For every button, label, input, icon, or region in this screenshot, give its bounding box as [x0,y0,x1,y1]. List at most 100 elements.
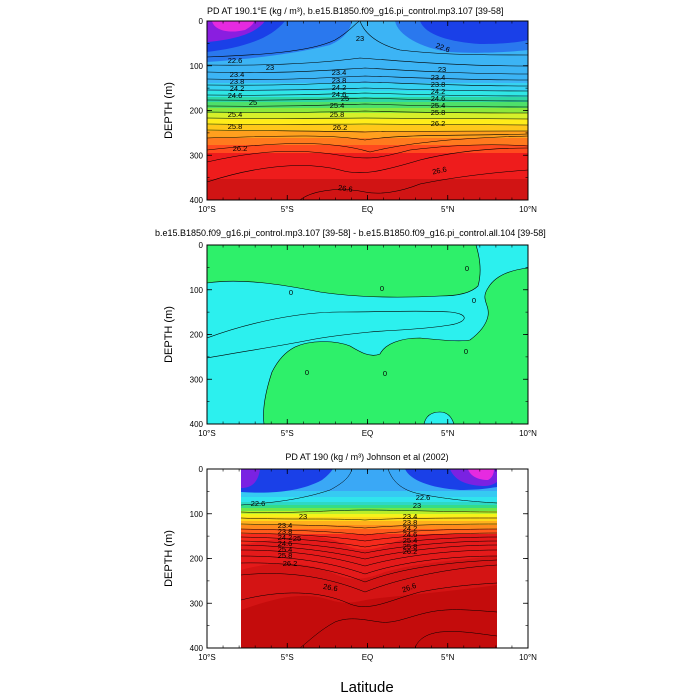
panel-3-contour-label: 22.6 [251,499,266,508]
panel-2-contour-label: 0 [472,296,476,305]
panel-2-field: 0 0 0 0 0 0 0 [207,245,528,424]
panel-1-contour-label: 24.2 [431,87,446,96]
y-axis-label: DEPTH (m) [163,530,175,587]
panel-2-contour-label: 0 [383,369,387,378]
panel-1-contour-label: 23 [356,34,364,43]
x-axis-label: Latitude [340,679,393,696]
panel-3-observed-density: PD AT 190 (kg / m³) Johnson et al (2002) [206,452,529,649]
panel-3-contour-label: 24.2 [403,524,418,533]
panel-3-contour-label: 23.8 [278,527,293,536]
panel-2-contour-label: 0 [465,264,469,273]
y-axis-label: DEPTH (m) [163,82,175,139]
y-tick-label: 0 [199,465,204,474]
panel-3-contour-label: 23.4 [278,521,293,530]
panel-3-contour-labels: 22.6 23 22.6 23 23.4 23.8 24.2 24.6 25 2… [251,493,431,594]
panel-1-contour-label: 22.6 [228,56,243,65]
panel-1-contour-label: 23 [438,65,446,74]
y-tick-label: 400 [190,644,204,653]
panel-2-title: b.e15.B1850.f09_g16.pi_control.mp3.107 [… [155,228,546,238]
x-tick-label: EQ [362,205,374,214]
x-tick-label: 10°N [519,653,537,662]
panel-1-contour-label: 25.8 [228,122,243,131]
x-tick-label: 10°S [198,429,215,438]
y-tick-label: 200 [190,555,204,564]
y-tick-label: 100 [190,510,204,519]
panel-3-contour-label: 25.4 [403,536,418,545]
y-tick-label: 0 [199,17,204,26]
panel-1-contour-label: 24.6 [431,94,446,103]
x-tick-label: 10°N [519,429,537,438]
panel-3-contour-label: 25 [293,534,301,543]
x-tick-label: 10°N [519,205,537,214]
panel-3-contour-label: 25.8 [403,542,418,551]
y-tick-label: 300 [190,599,204,608]
panel-1-contour-label: 23 [266,63,274,72]
panel-1-contour-label: 26.6 [337,183,353,194]
panel-1-field: 22.6 23 23 22.6 23 23.4 23.8 24.2 24.6 2… [207,21,528,200]
panel-2-contour-label: 0 [305,368,309,377]
y-tick-label: 400 [190,420,204,429]
panel-2-contour-label: 0 [464,347,468,356]
y-tick-label: 100 [190,62,204,71]
panel-1-contour-label: 25 [341,94,349,103]
panel-1-contour-label: 23.8 [332,76,347,85]
panel-1-contour-label: 25.4 [330,101,345,110]
y-tick-label: 200 [190,331,204,340]
panel-3-contour-label: 23.4 [403,512,418,521]
x-tick-label: 5°S [281,205,294,214]
panel-1-contour-label: 25.4 [431,101,446,110]
panel-1-contour-label: 26.2 [233,144,248,153]
y-tick-label: 0 [199,241,204,250]
panel-3-contour-label: 24.6 [278,539,293,548]
panel-1-contour-label: 23.4 [230,70,245,79]
panel-1-title: PD AT 190.1°E (kg / m³), b.e15.B1850.f09… [207,6,503,16]
x-tick-label: 5°N [441,205,455,214]
panel-1-contour-labels: 22.6 23 23 22.6 23 23.4 23.8 24.2 24.6 2… [228,34,452,194]
panel-3-field: 22.6 23 22.6 23 23.4 23.8 24.2 24.6 25 2… [241,469,497,648]
x-tick-label: EQ [362,429,374,438]
y-tick-label: 300 [190,151,204,160]
panel-3-contour-label: 24.2 [278,533,293,542]
x-tick-label: 5°N [441,653,455,662]
x-tick-label: 5°N [441,429,455,438]
y-axis-label: DEPTH (m) [163,306,175,363]
x-tick-label: 10°S [198,205,215,214]
panel-3-contour-label: 25.8 [278,551,293,560]
panel-1-contour-label: 24.2 [230,84,245,93]
panel-2-contour-label: 0 [289,288,293,297]
panel-1-contour-label: 23.8 [431,80,446,89]
y-tick-label: 400 [190,196,204,205]
panel-3-contour-label: 26.2 [403,547,418,556]
panel-3-title: PD AT 190 (kg / m³) Johnson et al (2002) [285,452,448,462]
panel-3-contour-label: 24.6 [403,530,418,539]
panel-1-contour-label: 26.2 [333,123,348,132]
panel-3-contour-label: 26.2 [283,559,298,568]
x-tick-label: 5°S [281,653,294,662]
y-tick-label: 200 [190,107,204,116]
x-tick-label: 10°S [198,653,215,662]
panel-1-contour-label: 23.4 [332,68,347,77]
panel-1-model-density: PD AT 190.1°E (kg / m³), b.e15.B1850.f09… [206,6,529,201]
panel-1-contour-label: 23.4 [431,73,446,82]
panel-1-contour-label: 25.8 [330,110,345,119]
panel-1-contour-label: 24.6 [228,91,243,100]
panel-1-contour-label: 23.8 [230,77,245,86]
panel-1-contour-label: 25.4 [228,110,243,119]
panel-2-difference: b.e15.B1850.f09_g16.pi_control.mp3.107 [… [155,228,546,425]
panel-3-contour-label: 23 [299,512,307,521]
panel-3-contour-label: 26.6 [322,582,338,593]
panel-2-contour-label: 0 [380,284,384,293]
y-tick-label: 300 [190,375,204,384]
panel-3-contour-label: 25.4 [278,545,293,554]
panel-1-contour-label: 26.2 [431,119,446,128]
panel-1-contour-label: 25 [249,98,257,107]
panel-1-contour-label: 26.6 [431,165,447,177]
y-tick-label: 100 [190,286,204,295]
panel-1-contour-label: 25.8 [431,108,446,117]
axes-layer: 10°S 5°S EQ 5°N 10°N 0 100 200 300 400 DEPTH (m) 10… [163,17,537,662]
panel-3-contour-label: 23.8 [403,518,418,527]
x-tick-label: EQ [362,653,374,662]
panel-3-contour-label: 22.6 [416,493,431,502]
panel-1-contour-label: 24.6 [332,90,347,99]
